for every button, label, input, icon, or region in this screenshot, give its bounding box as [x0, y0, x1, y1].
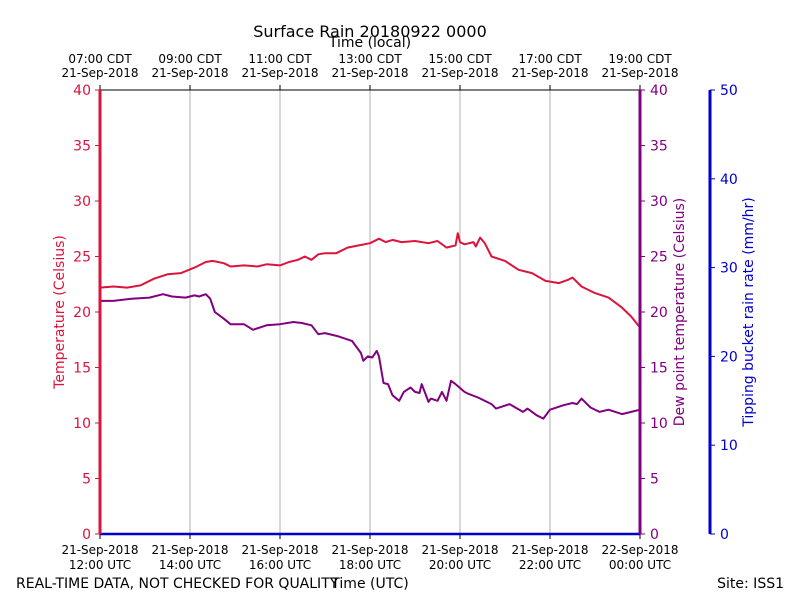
x-tick-label-time: 14:00 UTC	[159, 558, 221, 572]
x-tick-label-date: 21-Sep-2018	[421, 543, 498, 557]
top-tick-label-time: 09:00 CDT	[158, 52, 222, 66]
top-tick-label-time: 13:00 CDT	[338, 52, 402, 66]
y-tick-label-temperature: 15	[73, 361, 91, 377]
gridlines	[189, 90, 551, 534]
x-tick-label-time: 18:00 UTC	[339, 558, 401, 572]
y-tick-label-rain-rate: 10	[720, 438, 738, 454]
series-temperature-line	[99, 232, 641, 329]
top-tick-label-time: 15:00 CDT	[428, 52, 492, 66]
x-tick-label-date: 21-Sep-2018	[241, 543, 318, 557]
y-tick-label-temperature: 40	[73, 83, 91, 99]
y-tick-label-temperature: 25	[73, 250, 91, 266]
series-dewpoint-line	[100, 293, 641, 420]
top-tick-label-time: 11:00 CDT	[248, 52, 312, 66]
y-tick-label-temperature: 30	[73, 194, 91, 210]
x-tick-label-date: 21-Sep-2018	[331, 543, 408, 557]
top-tick-label-date: 21-Sep-2018	[151, 66, 228, 80]
y-tick-label-dewpoint: 15	[650, 361, 668, 377]
y-tick-label-rain-rate: 40	[720, 172, 738, 188]
x-tick-label-time: 12:00 UTC	[69, 558, 131, 572]
x-tick-label-time: 00:00 UTC	[609, 558, 671, 572]
y-tick-label-dewpoint: 5	[650, 472, 659, 488]
y-tick-label-dewpoint: 20	[650, 305, 668, 321]
y-tick-label-dewpoint: 25	[650, 250, 668, 266]
y-tick-label-rain-rate: 0	[720, 527, 729, 543]
y-tick-label-dewpoint: 40	[650, 83, 668, 99]
top-tick-label-date: 21-Sep-2018	[421, 66, 498, 80]
y-tick-label-temperature: 5	[82, 472, 91, 488]
y-tick-label-temperature: 10	[73, 416, 91, 432]
x-tick-label-time: 16:00 UTC	[249, 558, 311, 572]
top-tick-label-time: 07:00 CDT	[68, 52, 132, 66]
top-tick-label-date: 21-Sep-2018	[601, 66, 678, 80]
top-tick-label-date: 21-Sep-2018	[241, 66, 318, 80]
top-tick-label-time: 19:00 CDT	[608, 52, 672, 66]
top-axis-label: Time (local)	[328, 35, 411, 51]
footer-quality-note: REAL-TIME DATA, NOT CHECKED FOR QUALITY	[16, 576, 339, 592]
x-axis-label: Time (UTC)	[330, 576, 408, 592]
y-tick-label-dewpoint: 30	[650, 194, 668, 210]
y-tick-label-dewpoint: 10	[650, 416, 668, 432]
y-tick-label-dewpoint: 35	[650, 139, 668, 155]
y-tick-label-rain-rate: 30	[720, 261, 738, 277]
chart-title: Surface Rain 20180922 0000	[253, 22, 487, 41]
y-axis-label-dewpoint: Dew point temperature (Celsius)	[672, 198, 688, 426]
y-axis-label-temperature: Temperature (Celsius)	[52, 235, 68, 390]
top-tick-label-date: 21-Sep-2018	[511, 66, 588, 80]
top-tick-label-time: 17:00 CDT	[518, 52, 582, 66]
x-tick-label-time: 22:00 UTC	[519, 558, 581, 572]
top-tick-label-date: 21-Sep-2018	[331, 66, 408, 80]
footer-site: Site: ISS1	[717, 576, 784, 592]
top-tick-label-date: 21-Sep-2018	[61, 66, 138, 80]
x-tick-label-date: 21-Sep-2018	[151, 543, 228, 557]
y-axis-label-rain-rate: Tipping bucket rain rate (mm/hr)	[741, 197, 757, 427]
y-tick-label-dewpoint: 0	[650, 527, 659, 543]
y-tick-label-temperature: 35	[73, 139, 91, 155]
x-tick-label-date: 21-Sep-2018	[511, 543, 588, 557]
x-tick-label-time: 20:00 UTC	[429, 558, 491, 572]
y-tick-label-temperature: 0	[82, 527, 91, 543]
y-tick-label-rain-rate: 20	[720, 349, 738, 365]
y-tick-label-temperature: 20	[73, 305, 91, 321]
x-tick-label-date: 22-Sep-2018	[601, 543, 678, 557]
x-tick-label-date: 21-Sep-2018	[61, 543, 138, 557]
y-tick-label-rain-rate: 50	[720, 83, 738, 99]
